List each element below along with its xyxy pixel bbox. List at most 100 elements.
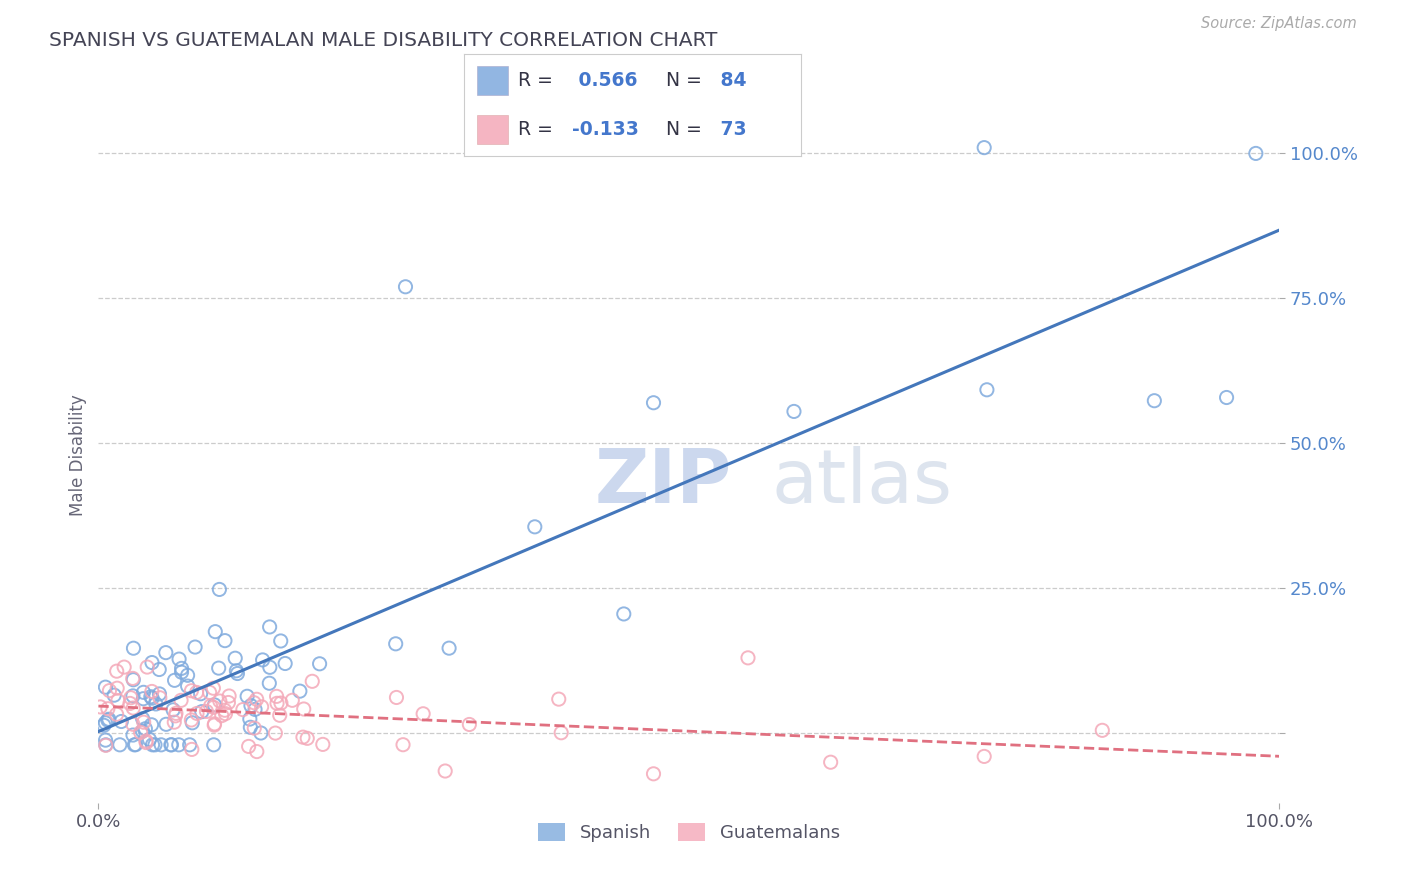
- Point: [243, 721, 266, 735]
- Point: [179, 738, 201, 752]
- Point: [236, 690, 259, 704]
- Point: [281, 693, 304, 707]
- Point: [291, 730, 314, 744]
- Point: [181, 715, 204, 730]
- Point: [122, 701, 145, 715]
- Point: [150, 738, 173, 752]
- Point: [301, 674, 323, 689]
- Text: N =: N =: [666, 70, 703, 90]
- Point: [155, 646, 177, 660]
- Point: [264, 726, 287, 740]
- Point: [97, 712, 120, 726]
- Point: [131, 724, 153, 739]
- Point: [214, 703, 236, 717]
- Point: [270, 634, 292, 648]
- Text: 73: 73: [714, 120, 747, 139]
- Text: -0.133: -0.133: [572, 120, 638, 139]
- Point: [202, 718, 225, 732]
- Point: [434, 764, 457, 778]
- Point: [550, 725, 572, 739]
- Point: [97, 702, 120, 716]
- Point: [122, 689, 145, 703]
- Point: [163, 673, 186, 688]
- Point: [246, 745, 269, 759]
- Point: [204, 717, 226, 731]
- Point: [167, 652, 190, 666]
- Point: [122, 728, 145, 742]
- Point: [392, 738, 415, 752]
- Point: [94, 739, 117, 753]
- Point: [176, 668, 198, 682]
- Point: [232, 703, 254, 717]
- Point: [143, 738, 166, 752]
- Point: [93, 718, 115, 732]
- Point: [973, 140, 995, 155]
- Point: [132, 685, 155, 699]
- Point: [141, 656, 163, 670]
- Point: [141, 684, 163, 698]
- Point: [148, 687, 170, 701]
- Point: [243, 702, 266, 716]
- Point: [118, 697, 141, 711]
- Point: [132, 715, 155, 730]
- Point: [97, 713, 120, 727]
- Point: [112, 660, 135, 674]
- Point: [136, 660, 159, 674]
- Point: [384, 637, 406, 651]
- Point: [259, 660, 281, 674]
- Point: [458, 717, 481, 731]
- Point: [308, 657, 330, 671]
- Text: 0.566: 0.566: [572, 70, 637, 90]
- Point: [149, 690, 172, 705]
- Point: [94, 715, 117, 730]
- Point: [266, 696, 288, 710]
- Point: [105, 707, 128, 722]
- Point: [162, 703, 184, 717]
- Point: [1215, 391, 1237, 405]
- Point: [135, 734, 157, 748]
- Point: [98, 683, 121, 698]
- Point: [190, 687, 212, 701]
- Point: [259, 620, 281, 634]
- Point: [139, 690, 162, 704]
- Point: [170, 661, 193, 675]
- Point: [973, 749, 995, 764]
- Point: [145, 697, 167, 711]
- Point: [107, 693, 129, 707]
- Point: [131, 712, 153, 726]
- Point: [643, 767, 665, 781]
- Point: [148, 663, 170, 677]
- Y-axis label: Male Disability: Male Disability: [69, 394, 87, 516]
- Point: [165, 708, 187, 723]
- Point: [200, 698, 222, 713]
- Point: [613, 607, 636, 621]
- Point: [134, 722, 156, 736]
- Point: [297, 731, 319, 746]
- Point: [121, 672, 143, 686]
- Point: [155, 717, 177, 731]
- Point: [110, 714, 132, 729]
- Point: [243, 696, 266, 710]
- Point: [94, 680, 117, 694]
- Point: [170, 665, 193, 680]
- Point: [976, 383, 998, 397]
- Point: [250, 726, 273, 740]
- Text: atlas: atlas: [772, 446, 953, 519]
- Point: [202, 700, 225, 714]
- Point: [217, 696, 239, 710]
- Point: [180, 742, 202, 756]
- Point: [198, 685, 221, 699]
- Text: R =: R =: [517, 70, 553, 90]
- Point: [238, 739, 260, 754]
- Point: [412, 706, 434, 721]
- Point: [186, 706, 208, 721]
- Point: [180, 683, 202, 698]
- Point: [129, 725, 152, 739]
- Point: [737, 651, 759, 665]
- Point: [122, 641, 145, 656]
- Bar: [478, 66, 508, 95]
- Point: [225, 664, 247, 678]
- Point: [292, 702, 315, 716]
- Point: [167, 738, 190, 752]
- Point: [132, 691, 155, 706]
